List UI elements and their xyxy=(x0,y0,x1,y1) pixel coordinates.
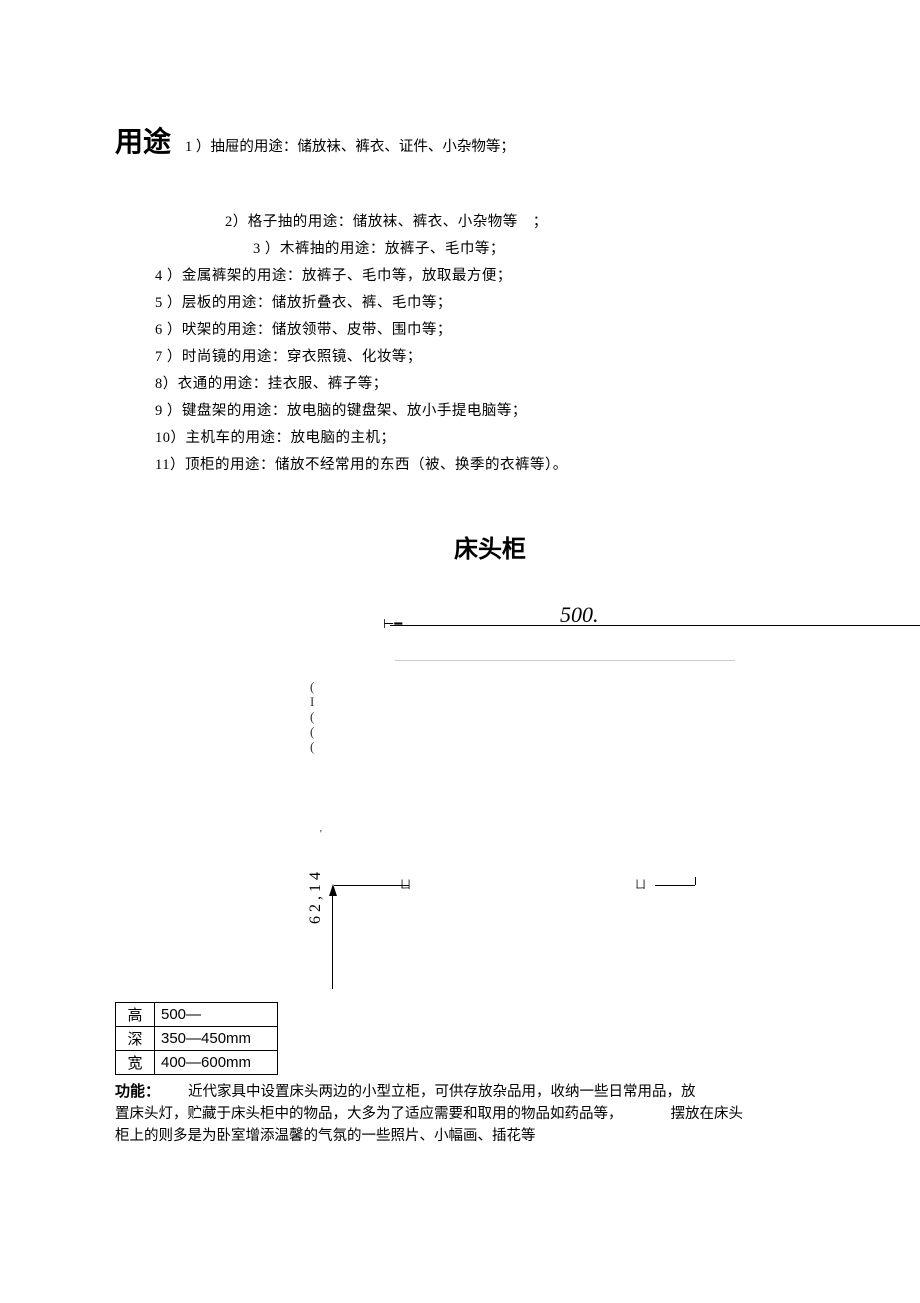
dim-value: 500— xyxy=(155,1003,278,1027)
subline xyxy=(395,659,735,661)
yongtu-item: 8）衣通的用途：挂衣服、裤子等； xyxy=(155,372,805,393)
corner-line-r xyxy=(655,884,695,886)
nightstand-diagram: ⊢━ 500. ( I ( ( ( ' ㄩ ㄩ 62,14 xyxy=(115,584,805,994)
yongtu-item: 5 ）层板的用途：储放折叠衣、裤、毛巾等； xyxy=(155,291,805,312)
gongneng-text: 近代家具中设置床头两边的小型立柜，可供存放杂品用，收纳一些日常用品，放 xyxy=(188,1084,696,1100)
gongneng-text: 摆放在床头 xyxy=(671,1106,744,1122)
yongtu-item-3: 3 ）木裤抽的用途：放裤子、毛巾等； xyxy=(253,237,805,258)
gongneng-block: 功能： 近代家具中设置床头两边的小型立柜，可供存放杂品用，收纳一些日常用品，放 置… xyxy=(115,1081,805,1147)
left-paren-marks: ( I ( ( ( xyxy=(310,679,314,754)
table-row: 深 350—450mm xyxy=(116,1027,278,1051)
yongtu-item: 7 ）时尚镜的用途：穿衣照镜、化妆等； xyxy=(155,345,805,366)
yongtu-item-2: 2）格子抽的用途：储放袜、裤衣、小杂物等 ； xyxy=(225,210,805,231)
yongtu-heading: 用途 xyxy=(115,126,171,157)
yongtu-item-1: 1 ）抽屉的用途：储放袜、裤衣、证件、小杂物等； xyxy=(185,139,515,155)
dim-label: 深 xyxy=(116,1027,155,1051)
yongtu-item: 9 ）键盘架的用途：放电脑的键盘架、放小手提电脑等； xyxy=(155,399,805,420)
yongtu-item: 10）主机车的用途：放电脑的主机； xyxy=(155,426,805,447)
corner-mark-r: ㄩ xyxy=(635,876,648,892)
vertical-axis xyxy=(332,894,333,989)
yongtu-row: 用途 1 ）抽屉的用途：储放袜、裤衣、证件、小杂物等； xyxy=(115,120,805,160)
table-row: 宽 400—600mm xyxy=(116,1051,278,1075)
dimensions-table: 高 500— 深 350—450mm 宽 400—600mm xyxy=(115,1002,278,1075)
dim-line-top xyxy=(390,624,920,626)
gongneng-text: 柜上的则多是为卧室增添温馨的气氛的一些照片、小幅画、插花等 xyxy=(115,1128,536,1144)
yongtu-item: 6 ）吠架的用途：储放领带、皮带、围巾等； xyxy=(155,318,805,339)
yongtu-item: 11）顶柜的用途：储放不经常用的东西（被、换季的衣裤等）。 xyxy=(155,453,805,474)
dim-value: 400—600mm xyxy=(155,1051,278,1075)
corner-tick-r xyxy=(695,877,696,885)
gongneng-label: 功能： xyxy=(115,1084,160,1100)
corner-mark-l: ㄩ xyxy=(400,876,412,892)
gongneng-text: 置床头灯，贮藏于床头柜中的物品，大多为了适应需要和取用的物品如药品等， xyxy=(115,1106,623,1122)
dim-value: 350—450mm xyxy=(155,1027,278,1051)
dim-label: 高 xyxy=(116,1003,155,1027)
horizontal-stub xyxy=(334,884,409,886)
dim-label-vert: 62,14 xyxy=(307,868,325,924)
yongtu-item: 4 ）金属裤架的用途：放裤子、毛巾等，放取最方便； xyxy=(155,264,805,285)
table-row: 高 500— xyxy=(116,1003,278,1027)
nightstand-title: 床头柜 xyxy=(175,529,805,564)
dim-label: 宽 xyxy=(116,1051,155,1075)
mid-dot: ' xyxy=(320,829,322,840)
